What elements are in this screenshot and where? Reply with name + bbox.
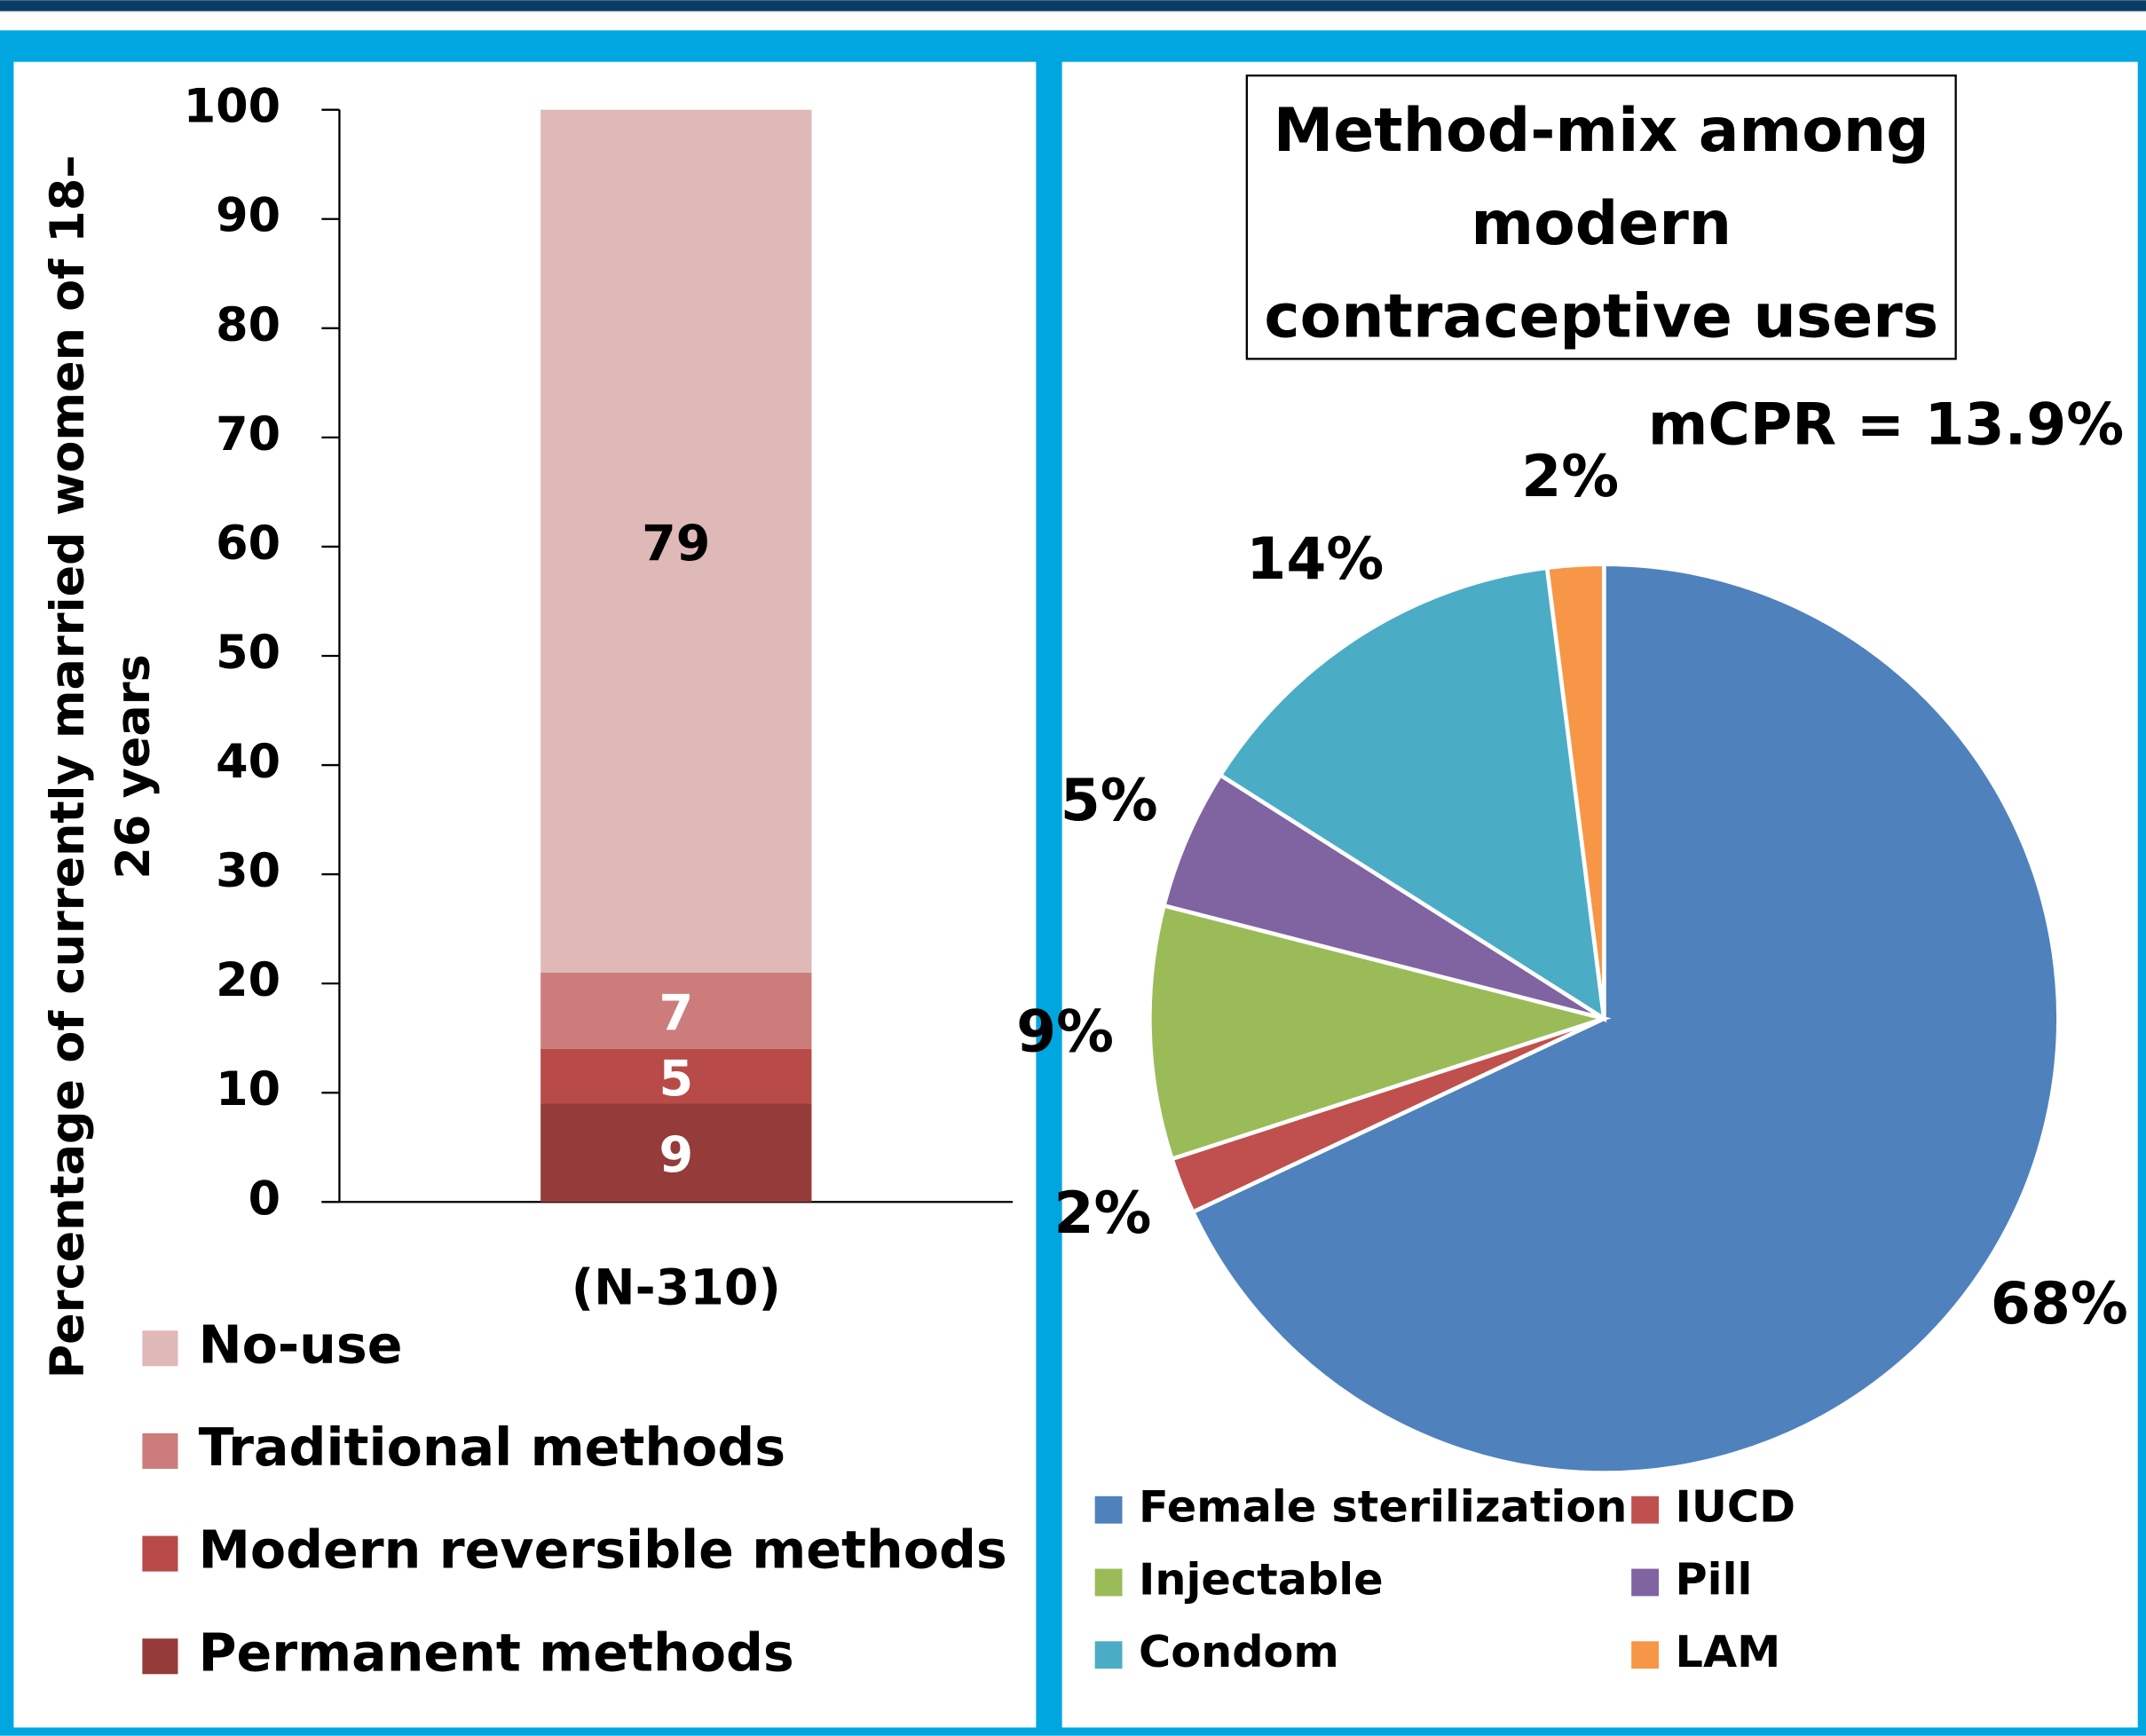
- pie-slice: [1190, 562, 2061, 1475]
- chart-title: Method-mix among modern contraceptive us…: [1264, 96, 1939, 352]
- y-label-holder: Percentage of currently married women of…: [41, 154, 162, 1379]
- title-box: [1245, 74, 1957, 360]
- legend-label: Injectable: [1139, 1553, 1384, 1605]
- y-tick-label: 100: [184, 80, 280, 134]
- pie-slice: [1161, 772, 1606, 1021]
- title-holder: Method-mix among modern contraceptive us…: [1264, 96, 1939, 352]
- legend-swatch: [1094, 1495, 1123, 1524]
- pie-slice: [1217, 565, 1607, 1023]
- y-tick-label: 40: [216, 735, 280, 789]
- top-strip: [0, 11, 2146, 31]
- legend-label: No-use: [199, 1314, 403, 1375]
- legend-swatch: [1631, 1641, 1660, 1669]
- data-label: 2%: [1521, 444, 1619, 510]
- left-panel: [13, 61, 1037, 1728]
- data-label: 14%: [1246, 526, 1384, 593]
- data-label: 9%: [1016, 998, 1114, 1065]
- data-label: 7: [659, 984, 693, 1042]
- annotation: mCPR = 13.9%: [1648, 392, 2124, 459]
- data-label: 9: [659, 1126, 693, 1184]
- data-label: 68%: [1991, 1271, 2128, 1338]
- legend-label: Condom: [1139, 1626, 1339, 1677]
- legend-label: Traditional methods: [199, 1417, 785, 1478]
- legend-swatch: [1631, 1568, 1660, 1597]
- top-band: [0, 0, 2146, 12]
- data-label: 5%: [1061, 768, 1158, 834]
- legend-swatch: [142, 1330, 178, 1367]
- legend-swatch: [142, 1432, 178, 1469]
- legend-label: Modern reversible methods: [199, 1520, 1007, 1581]
- y-tick-label: 30: [216, 844, 280, 898]
- legend-swatch: [142, 1638, 178, 1675]
- bar-segment: [540, 1103, 812, 1203]
- legend-label: IUCD: [1676, 1481, 1796, 1533]
- x-tick-label: (N-310): [572, 1259, 781, 1317]
- y-tick-label: 0: [249, 1172, 280, 1226]
- data-label: 5: [659, 1050, 693, 1108]
- legend-swatch: [142, 1535, 178, 1572]
- data-label: 79: [642, 515, 710, 572]
- y-tick-label: 50: [216, 626, 280, 680]
- legend-swatch: [1094, 1641, 1123, 1669]
- y-tick-label: 60: [216, 517, 280, 571]
- legend-label: LAM: [1676, 1626, 1781, 1677]
- legend-swatch: [1631, 1495, 1660, 1524]
- legend-label: Pill: [1676, 1553, 1753, 1605]
- pie-slice: [1544, 562, 1606, 1019]
- bar-segment: [540, 972, 812, 1049]
- bar-segment: [540, 1048, 812, 1104]
- data-label: 2%: [1053, 1180, 1151, 1247]
- y-label-group: Percentage of currently married women of…: [41, 154, 162, 1379]
- y-tick-label: 90: [216, 189, 280, 243]
- y-tick-label: 20: [216, 953, 280, 1007]
- y-tick-label: 80: [216, 298, 280, 352]
- y-axis-label: Percentage of currently married women of…: [41, 154, 162, 1379]
- legend-label: Female sterilization: [1139, 1481, 1627, 1533]
- legend-label: Permanent methods: [199, 1622, 794, 1683]
- y-tick-label: 10: [216, 1062, 280, 1117]
- legend-swatch: [1094, 1568, 1123, 1597]
- y-tick-label: 70: [216, 407, 280, 462]
- pie-slice: [1148, 903, 1612, 1162]
- bar-segment: [540, 109, 812, 973]
